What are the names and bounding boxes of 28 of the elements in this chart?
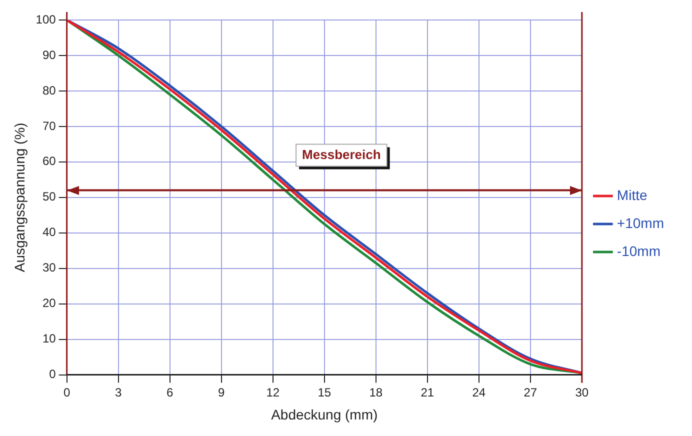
x-tick-label: 3	[114, 385, 122, 400]
y-tick-label: 0	[49, 367, 56, 382]
x-axis-title: Abdeckung (mm)	[271, 406, 378, 422]
y-tick-label: 90	[42, 48, 56, 62]
x-tick-label: 24	[472, 385, 486, 400]
y-tick-label: 80	[42, 83, 56, 98]
y-tick-label: 40	[42, 225, 56, 240]
y-tick-label: 60	[42, 154, 56, 168]
ref-line-label: Messbereich	[302, 146, 381, 162]
y-tick-label: 30	[42, 260, 56, 275]
y-tick-label: 50	[42, 190, 56, 204]
legend-label: -10mm	[616, 242, 660, 259]
x-tick-label: 18	[369, 385, 383, 400]
x-tick-label: 12	[266, 385, 280, 400]
legend-label: +10mm	[616, 214, 664, 231]
x-tick-label: 30	[575, 385, 589, 400]
x-tick-label: 9	[218, 385, 226, 400]
x-tick-label: 6	[166, 385, 174, 400]
x-tick-label: 15	[318, 385, 332, 400]
y-tick-label: 20	[42, 296, 56, 310]
x-tick-label: 27	[524, 385, 538, 400]
x-tick-label: 0	[63, 385, 70, 400]
y-axis-title: Ausgangsspannung (%)	[11, 122, 28, 272]
y-tick-label: 100	[36, 12, 56, 26]
x-tick-label: 21	[420, 385, 434, 400]
y-tick-label: 10	[42, 332, 56, 346]
y-tick-label: 70	[42, 118, 56, 133]
legend-label: Mitte	[616, 186, 648, 203]
